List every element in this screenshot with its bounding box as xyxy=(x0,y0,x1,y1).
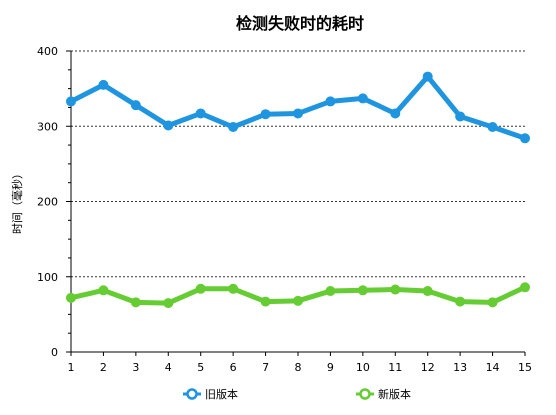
series-lines xyxy=(66,71,530,309)
data-point xyxy=(455,296,466,307)
y-tick-label: 200 xyxy=(37,196,58,209)
x-tick-label: 11 xyxy=(388,361,402,374)
y-tick-labels: 0 100 200 300 400 xyxy=(37,45,58,359)
x-tick-labels: 1 2 3 4 5 6 7 8 9 10 11 12 13 14 15 xyxy=(68,361,533,374)
data-point xyxy=(455,111,466,122)
x-tick-label: 2 xyxy=(100,361,107,374)
data-point xyxy=(228,122,239,133)
data-point xyxy=(520,282,530,293)
data-point xyxy=(163,120,174,131)
y-tick-label: 100 xyxy=(37,271,58,284)
data-point xyxy=(163,298,174,309)
x-tick-label: 7 xyxy=(262,361,269,374)
data-point xyxy=(422,71,433,82)
legend-item-1: 旧版本 xyxy=(183,387,238,401)
x-tick-label: 9 xyxy=(327,361,334,374)
data-point xyxy=(390,108,401,119)
data-point xyxy=(228,283,239,294)
x-tick-label: 3 xyxy=(132,361,139,374)
series-1 xyxy=(66,71,530,144)
data-point xyxy=(357,285,368,296)
data-point xyxy=(260,296,271,307)
legend-marker xyxy=(186,388,198,400)
legend: 旧版本 新版本 xyxy=(183,387,411,401)
data-point xyxy=(357,93,368,104)
legend-label: 新版本 xyxy=(378,387,411,401)
x-tick-label: 10 xyxy=(356,361,370,374)
data-point xyxy=(390,284,401,295)
chart-title: 检测失败时的耗时 xyxy=(236,14,364,33)
y-tick-label: 300 xyxy=(37,120,58,133)
data-point xyxy=(98,79,109,90)
data-point xyxy=(293,295,303,306)
data-point xyxy=(130,100,141,111)
y-axis-label: 时间（毫秒） xyxy=(10,168,24,234)
x-tick-label: 4 xyxy=(165,361,172,374)
data-point xyxy=(195,283,206,294)
series-2 xyxy=(66,282,530,309)
data-point xyxy=(487,297,498,308)
data-point xyxy=(487,122,498,133)
x-tick-label: 8 xyxy=(295,361,302,374)
axes xyxy=(66,50,526,356)
grid-lines xyxy=(71,50,525,278)
x-tick-label: 13 xyxy=(453,361,467,374)
y-tick-label: 400 xyxy=(37,45,58,58)
data-point xyxy=(325,286,336,297)
data-point xyxy=(325,96,336,107)
x-tick-label: 5 xyxy=(197,361,204,374)
data-point xyxy=(130,297,141,308)
legend-item-2: 新版本 xyxy=(356,387,411,401)
data-point xyxy=(66,96,76,107)
data-point xyxy=(293,108,303,119)
data-point xyxy=(520,133,530,144)
legend-label: 旧版本 xyxy=(205,387,238,401)
data-point xyxy=(66,292,76,303)
x-tick-label: 15 xyxy=(518,361,532,374)
data-point xyxy=(195,108,206,119)
data-point xyxy=(422,286,433,297)
x-tick-label: 12 xyxy=(421,361,435,374)
data-point xyxy=(260,109,271,120)
data-point xyxy=(98,285,109,296)
y-tick-label: 0 xyxy=(51,346,58,359)
x-tick-label: 6 xyxy=(230,361,237,374)
x-tick-label: 14 xyxy=(486,361,500,374)
legend-marker xyxy=(359,388,371,400)
x-tick-label: 1 xyxy=(68,361,75,374)
